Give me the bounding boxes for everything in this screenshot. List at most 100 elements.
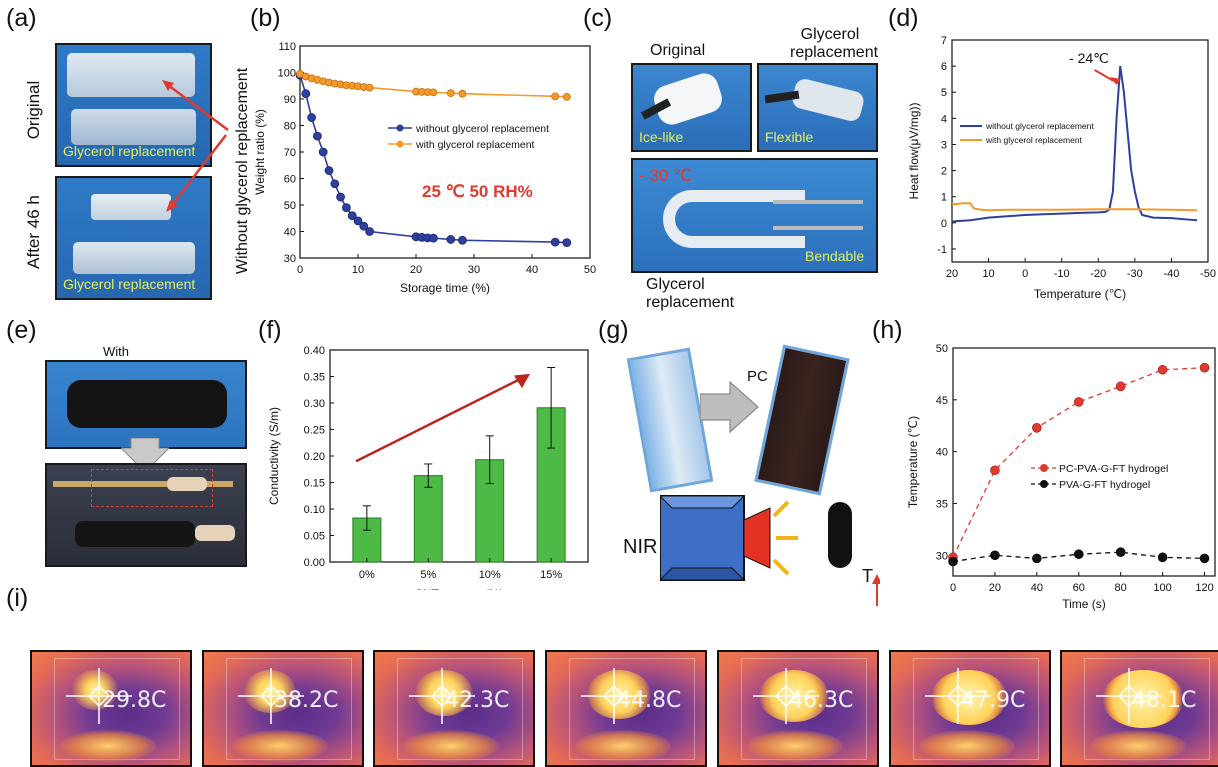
annotation-condition: 25 ℃ 50 RH% (422, 182, 533, 201)
annotation-arrow (1094, 69, 1115, 82)
x-tick-label: 0 (297, 264, 303, 276)
data-point (359, 221, 369, 231)
y-tick-label: 110 (278, 41, 296, 53)
data-point (365, 83, 374, 92)
dashed-box (91, 469, 213, 507)
y-tick-label: 50 (936, 343, 948, 355)
y-tick-label: 80 (284, 121, 296, 133)
y-tick-label: 0.40 (304, 345, 325, 357)
series-line (299, 74, 567, 244)
data-point (307, 113, 316, 122)
panel-label-e: (e) (6, 316, 37, 344)
ir-thermal-image: 44.8C (545, 650, 707, 767)
arrowhead (162, 80, 174, 91)
y-tick-label: 100 (278, 68, 296, 80)
ray (772, 558, 790, 576)
crosshair-icon (66, 668, 132, 724)
data-point (1073, 397, 1084, 407)
y-tick-label: 0.20 (304, 451, 325, 463)
y-tick-label: 0.35 (304, 372, 325, 384)
crosshair-icon (409, 668, 475, 724)
data-point (330, 179, 340, 189)
data-point (990, 465, 1000, 476)
x-tick-label: -50 (1200, 268, 1216, 280)
data-point (562, 92, 571, 101)
panel-label-a: (a) (6, 4, 37, 32)
x-tick-label: 30 (468, 264, 480, 276)
y-tick-label: 1 (941, 192, 947, 204)
white-gel (650, 69, 726, 129)
plot-frame (299, 45, 591, 259)
annotation-arrowhead (1109, 77, 1121, 85)
black-gel (67, 380, 227, 428)
chart-f-conductivity: 0.00 0.05 0.10 0.15 0.20 0.25 0.30 0.35 0.40 0% 5%… (267, 345, 589, 590)
x-axis-label: Temperature (℃) (1034, 287, 1126, 301)
data-point (948, 556, 958, 567)
temperature-reading: 44.8C (617, 688, 682, 713)
gel-strip-glycerol (73, 242, 195, 274)
red-arrow (167, 84, 229, 131)
lower-hot-region (1090, 730, 1186, 762)
caption-flexible: Flexible (765, 129, 814, 145)
ir-thermal-image: 38.2C (202, 650, 364, 767)
y-tick-label: 0.10 (304, 504, 325, 516)
temperature-reading: 48.1C (1132, 688, 1197, 713)
red-arrow (171, 134, 227, 206)
x-tick-label: 5% (420, 569, 436, 581)
photo-caption: Glycerol replacement (63, 143, 196, 159)
chart-d-heat-flow: 20 10 0 -10 -20 -30 -40 -50-101234567Temperatur… (907, 35, 1216, 301)
lower-hot-region (919, 730, 1015, 762)
arrows-a (162, 80, 229, 212)
data-point (313, 131, 322, 141)
lower-hot-region (232, 730, 328, 762)
photo-c-bendable: - 30 ℃ Bendable (631, 158, 878, 273)
row-label-original: Original (24, 80, 43, 140)
black-gel-circuit (75, 521, 195, 547)
temperature-reading: 46.3C (789, 688, 854, 713)
data-point (1032, 423, 1042, 433)
y-tick-label: 70 (284, 147, 296, 159)
caption-ice-like: Ice-like (639, 129, 684, 145)
crosshair-icon (238, 668, 304, 724)
photo-c-glycerol: Flexible (757, 63, 878, 152)
caption-bendable: Bendable (805, 248, 865, 264)
translucent-gel (790, 76, 866, 124)
x-axis-label: Storage time (%) (400, 281, 490, 295)
x-tick-label: -10 (1054, 268, 1070, 280)
lower-hot-region (747, 730, 843, 762)
clip (195, 525, 235, 541)
x-tick-label: 100 (1153, 582, 1171, 594)
photo-original: Glycerol replacement (55, 43, 212, 167)
x-axis-label: Time (s) (1062, 597, 1106, 611)
row-label-after: After 46 h (24, 195, 43, 269)
data-point (336, 192, 345, 202)
y-tick-label: 40 (936, 447, 948, 459)
hotspot (1102, 670, 1184, 728)
data-point (324, 166, 334, 175)
ir-thermal-image: 46.3C (717, 650, 879, 767)
panel-label-b: (b) (250, 4, 281, 32)
x-tick-label: -40 (1163, 268, 1179, 280)
data-point (1115, 381, 1126, 392)
data-point (429, 88, 438, 97)
caption-glycerol-replacement: Glycerol replacement (646, 276, 735, 311)
ir-thermal-image: 48.1C (1060, 650, 1218, 767)
ray (772, 500, 790, 518)
data-point (458, 89, 467, 98)
label-nir: NIR (623, 536, 658, 558)
up-arrowhead (872, 574, 880, 584)
y-tick-label: 4 (941, 113, 947, 125)
series-line (951, 65, 1198, 223)
x-tick-label: 40 (1031, 582, 1043, 594)
photo-cnt-gel (45, 360, 247, 449)
x-tick-label: 15% (540, 569, 562, 581)
ir-thermal-image: 42.3C (373, 650, 535, 767)
wire (53, 481, 233, 487)
legend-label: with glycerol replacement (985, 135, 1083, 145)
legend-marker (396, 124, 404, 132)
trend-arrow (355, 378, 521, 463)
hotspot (587, 670, 651, 719)
x-tick-label: 10 (352, 264, 364, 276)
data-point (347, 211, 357, 221)
panel-label-h: (h) (872, 316, 903, 344)
